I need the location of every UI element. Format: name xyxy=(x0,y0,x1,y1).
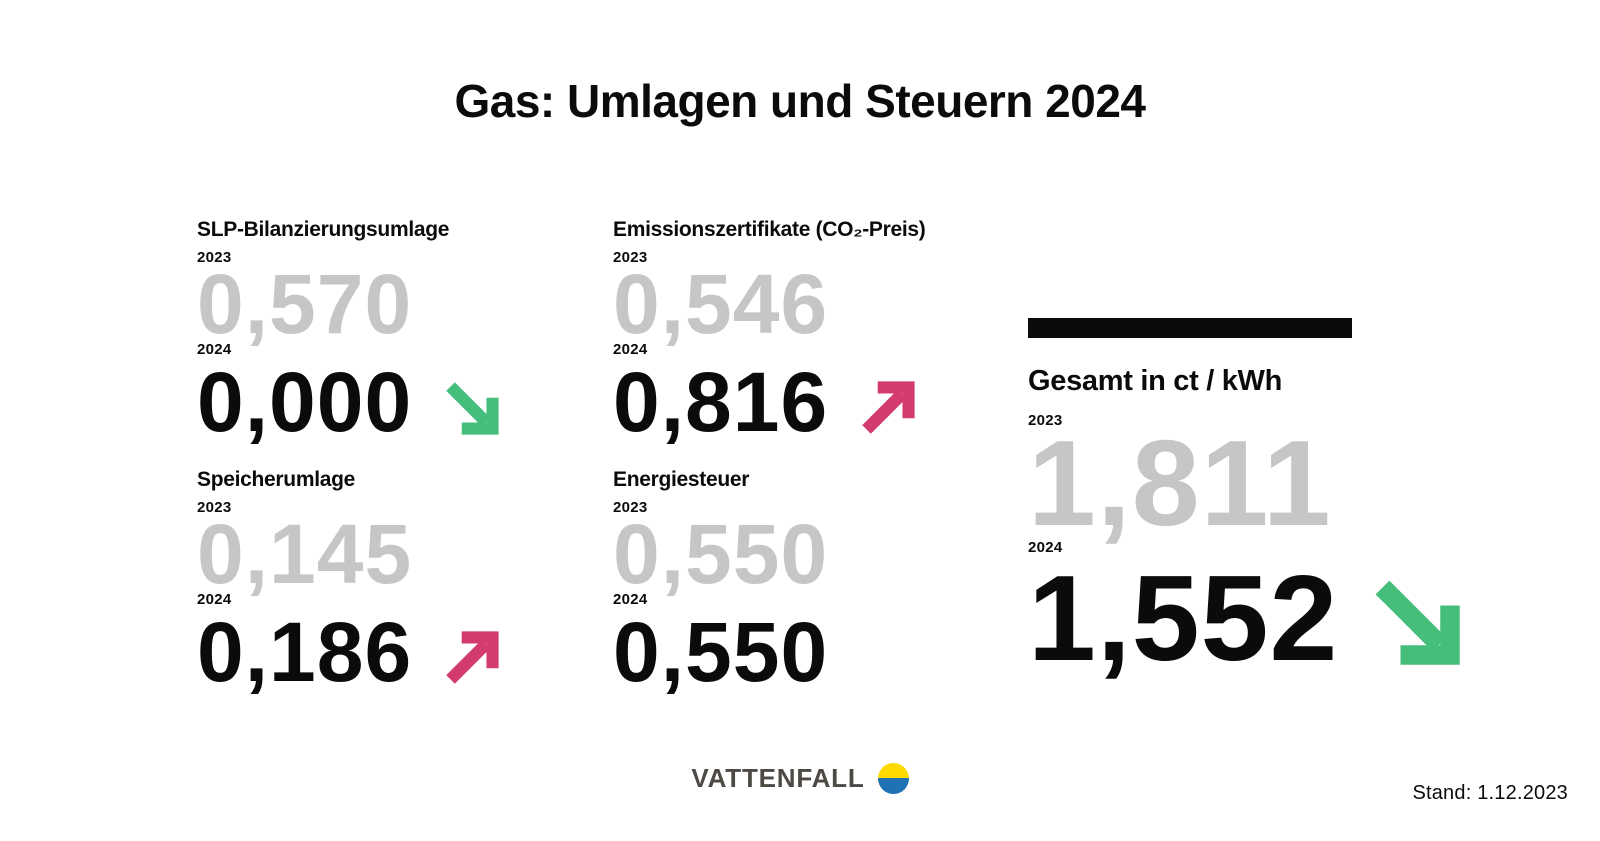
metric-card-energiesteuer: Energiesteuer 2023 0,550 2024 0,550 xyxy=(613,468,1013,700)
value-curr: 0,000 xyxy=(197,355,413,450)
value-prev: 0,145 xyxy=(197,507,413,601)
trend-arrow-icon xyxy=(444,380,500,436)
value-curr: 0,186 xyxy=(197,605,413,700)
year-label-curr: 2024 xyxy=(197,341,232,359)
year-label-curr: 2024 xyxy=(1028,538,1063,556)
metric-card-emissionszertifikate: Emissionszertifikate (CO₂-Preis) 2023 0,… xyxy=(613,218,1013,450)
value-curr: 0,816 xyxy=(613,355,829,450)
total-heading: Gesamt in ct / kWh xyxy=(1028,365,1283,397)
value-prev: 0,570 xyxy=(197,257,413,351)
metric-card-speicherumlage: Speicherumlage 2023 0,145 2024 0,186 xyxy=(197,468,597,700)
total-value-curr: 1,552 xyxy=(1028,549,1339,686)
metric-card-slp-bilanzierungsumlage: SLP-Bilanzierungsumlage 2023 0,570 2024 … xyxy=(197,218,597,450)
metric-label: Emissionszertifikate (CO₂-Preis) xyxy=(613,218,926,241)
vattenfall-logo-icon xyxy=(877,763,909,794)
year-label-prev: 2023 xyxy=(613,499,648,516)
vattenfall-wordmark: VATTENFALL xyxy=(691,763,865,793)
value-curr: 0,550 xyxy=(613,605,829,700)
value-prev: 0,550 xyxy=(613,507,829,601)
divider-bar xyxy=(1028,318,1352,338)
year-label-prev: 2023 xyxy=(197,249,232,266)
year-label-prev: 2023 xyxy=(197,499,232,516)
year-label-prev: 2023 xyxy=(613,249,648,266)
year-label-curr: 2024 xyxy=(197,591,232,609)
metric-label: Speicherumlage xyxy=(197,468,356,491)
year-label-prev: 2023 xyxy=(1028,412,1063,429)
status-date: Stand: 1.12.2023 xyxy=(1412,782,1568,804)
value-row: 0,000 xyxy=(197,355,597,450)
year-label-curr: 2024 xyxy=(613,341,648,359)
metric-label: SLP-Bilanzierungsumlage xyxy=(197,218,450,241)
value-prev: 0,546 xyxy=(613,257,829,351)
total-card: Gesamt in ct / kWh 2023 1,811 2024 1,552 xyxy=(1028,318,1528,686)
total-value-prev: 1,811 xyxy=(1028,415,1332,551)
value-row: 0,816 xyxy=(613,355,1013,450)
value-row: 1,552 xyxy=(1028,549,1528,686)
page-title: Gas: Umlagen und Steuern 2024 xyxy=(454,75,1146,127)
trend-arrow-icon xyxy=(860,380,916,436)
metric-label: Energiesteuer xyxy=(613,468,750,491)
vattenfall-logo: VATTENFALL xyxy=(0,763,1600,794)
value-row: 0,186 xyxy=(197,605,597,700)
year-label-curr: 2024 xyxy=(613,591,648,609)
trend-arrow-icon xyxy=(444,630,500,686)
trend-arrow-icon xyxy=(1372,577,1462,667)
value-row: 0,550 xyxy=(613,605,1013,700)
